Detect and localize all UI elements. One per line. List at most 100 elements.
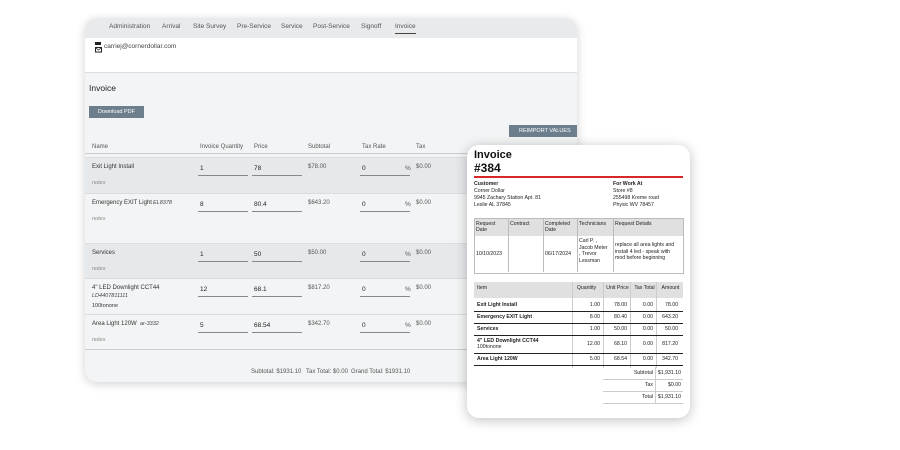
input-field[interactable]: 1 <box>198 165 248 176</box>
percent: % <box>405 322 411 329</box>
total-rule <box>603 379 683 380</box>
item-amount: 817.20 <box>662 341 678 347</box>
item-quantity: 8.00 <box>589 314 600 320</box>
input-field[interactable]: 50 <box>252 251 302 262</box>
input-field[interactable]: 1 <box>198 251 248 262</box>
input-field[interactable]: 68.1 <box>252 286 302 297</box>
percent: % <box>405 251 411 258</box>
item-name: 4" LED Downlight CCT44 <box>92 285 160 291</box>
tab[interactable]: Site Survey <box>193 23 227 30</box>
tab[interactable]: Service <box>281 23 303 30</box>
request-table-border <box>474 218 684 274</box>
tax: $0.00 <box>416 164 432 170</box>
work-line: 255498 Kreme road <box>613 195 659 201</box>
request-date: 10/10/2023 <box>476 251 502 257</box>
input-field[interactable]: 0 <box>360 286 410 297</box>
item-unit-price: 68.54 <box>614 356 627 362</box>
total-value: $1,931.10 <box>657 394 681 400</box>
row-rule <box>474 365 683 366</box>
technicians: Carl P. , Jacob Meter , Trevor Lessman <box>579 238 608 264</box>
item-sub: 100tonone <box>477 344 502 350</box>
col-divider <box>613 218 614 272</box>
column-header: Price <box>254 144 268 150</box>
col-divider <box>603 282 604 368</box>
tab[interactable]: Post-Service <box>313 23 350 30</box>
tax: $0.00 <box>416 321 432 327</box>
section-title: Invoice <box>89 83 116 93</box>
work-line: Store #8 <box>613 188 633 194</box>
row-rule <box>474 323 683 324</box>
email: carriej@cornerdollar.com <box>104 43 177 50</box>
input-field[interactable]: 0 <box>360 251 410 262</box>
invoice-card: Invoice #384 Customer Corner Dollar 9945 Zac… <box>467 145 690 418</box>
customer-line: 9945 Zachary Station Apt. 81 <box>474 195 541 201</box>
item-name: Services <box>92 250 116 256</box>
tax: $0.00 <box>416 285 432 291</box>
input-field[interactable]: 0 <box>360 201 410 212</box>
column-header: Tax Rate <box>362 144 386 150</box>
customer-line: Corner Dollar <box>474 188 505 194</box>
item-column: Item <box>477 285 488 291</box>
item-quantity: 12.00 <box>587 341 600 347</box>
item-quantity: 1.00 <box>589 302 600 308</box>
subtotal: $50.00 <box>308 250 327 256</box>
total-value: $1,931.10 <box>657 370 681 376</box>
notes: notes <box>92 337 106 343</box>
tax: $0.00 <box>416 200 432 206</box>
input-field[interactable]: 0 <box>360 165 410 176</box>
request-details: replace all area lights and install 4 le… <box>615 242 675 261</box>
item-column: Tax Total <box>634 285 655 291</box>
notes: 100tonone <box>92 303 118 309</box>
contact-box <box>85 38 577 73</box>
input-field[interactable]: 12 <box>198 286 248 297</box>
input-field[interactable]: 78 <box>252 165 302 176</box>
item-name: 4" LED Downlight CCT44 <box>477 338 539 344</box>
total-value: $0.00 <box>668 382 681 388</box>
item-name: Exit Light Install <box>477 302 518 308</box>
input-field[interactable]: 68.54 <box>252 322 302 333</box>
item-name: Services <box>477 326 499 332</box>
request-column: Contract <box>510 221 530 227</box>
col-divider <box>572 282 573 368</box>
column-header: Name <box>92 144 109 150</box>
row-rule <box>474 353 683 354</box>
total-label: Tax <box>644 382 653 388</box>
input-field[interactable]: 8 <box>198 201 248 212</box>
row-rule <box>474 311 683 312</box>
subtotal: $817.20 <box>308 285 330 291</box>
tab[interactable]: Invoice <box>395 23 416 34</box>
customer-label: Customer <box>474 181 499 187</box>
item-quantity: 5.00 <box>589 356 600 362</box>
card-number: #384 <box>474 161 501 175</box>
input-field[interactable]: 0 <box>360 322 410 333</box>
request-column: Technicians <box>579 221 607 227</box>
reimport-button[interactable]: REIMPORT VALUES <box>509 125 577 137</box>
notes: notes <box>92 180 106 186</box>
item-name: Emergency EXIT Light <box>92 200 152 206</box>
col-divider <box>577 218 578 272</box>
item-name: Area Light 120W <box>477 356 518 362</box>
item-unit-price: 78.00 <box>614 302 627 308</box>
header-rule <box>85 153 577 154</box>
item-name: Emergency EXIT Light <box>477 314 533 320</box>
total-label: Subtotal <box>633 370 653 376</box>
download-button[interactable]: Download PDF <box>89 106 144 118</box>
tab[interactable]: Arrival <box>162 23 181 30</box>
input-field[interactable]: 80.4 <box>252 201 302 212</box>
percent: % <box>405 201 411 208</box>
item-tax-total: 0.00 <box>642 314 653 320</box>
tab[interactable]: Pre-Service <box>237 23 271 30</box>
item-amount: 50.00 <box>665 326 678 332</box>
tab[interactable]: Administration <box>109 23 151 30</box>
input-field[interactable]: 5 <box>198 322 248 333</box>
item-unit-price: 80.40 <box>614 314 627 320</box>
item-unit-price: 50.00 <box>614 326 627 332</box>
item-column: Unit Price <box>606 285 629 291</box>
total-divider <box>655 367 656 403</box>
subtotal: $342.70 <box>308 321 330 327</box>
total: Subtotal: $1931.10 <box>251 369 302 375</box>
subtotal: $78.00 <box>308 164 327 170</box>
item-name: Exit Light Install <box>92 164 135 170</box>
item-name: Area Light 120W <box>92 321 137 327</box>
tab[interactable]: Signoff <box>361 23 382 30</box>
